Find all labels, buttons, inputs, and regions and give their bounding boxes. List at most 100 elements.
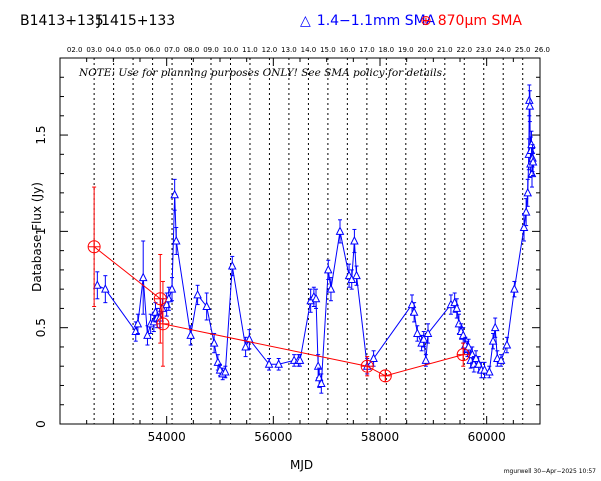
data-point-triangle (485, 366, 494, 376)
data-point-triangle (335, 226, 345, 235)
data-point-triangle (413, 328, 422, 337)
top-axis-year-label: 05.0 (125, 46, 141, 54)
data-point-triangle (138, 272, 148, 282)
top-axis-year-label: 17.0 (359, 46, 375, 54)
top-axis-year-label: 14.0 (301, 46, 317, 54)
data-point-triangle (313, 361, 323, 370)
data-point-triangle (519, 222, 529, 232)
data-point-triangle (369, 353, 378, 363)
data-point-triangle (295, 355, 305, 364)
legend-entry-1mm: △ 1.4−1.1mm SMA (300, 13, 435, 29)
data-point-triangle (221, 366, 230, 376)
data-point-triangle (193, 289, 202, 299)
data-point-triangle (421, 355, 431, 364)
legend-label-1mm: 1.4−1.1mm SMA (316, 13, 436, 29)
top-axis-year-label: 15.0 (320, 46, 336, 54)
data-point-triangle (490, 322, 500, 332)
data-point-triangle (458, 330, 468, 339)
legend-entry-870um: ⊕ 870µm SMA (420, 13, 522, 29)
top-axis-year-label: 08.0 (184, 46, 200, 54)
data-point-triangle (93, 280, 102, 289)
y-tick-label: 0 (34, 420, 48, 428)
y-tick-label: 0.5 (34, 318, 48, 337)
y-axis-label: Database Flux (Jy) (30, 182, 44, 292)
y-tick-label: 1 (34, 228, 48, 236)
data-point-triangle (527, 168, 537, 178)
data-point-triangle (171, 235, 181, 245)
data-point-triangle (350, 235, 359, 245)
triangle-marker-icon: △ (300, 13, 311, 29)
data-point-triangle (133, 318, 143, 328)
data-point-triangle (227, 260, 237, 270)
data-point-triangle (502, 339, 512, 349)
top-axis-year-label: 18.0 (379, 46, 395, 54)
top-axis-year-label: 07.0 (164, 46, 180, 54)
data-point-triangle (264, 359, 274, 368)
x-tick-label: 60000 (468, 430, 506, 444)
plot-frame (59, 57, 541, 425)
top-axis-year-label: 10.0 (223, 46, 239, 54)
top-axis-year-label: 22.0 (456, 46, 472, 54)
data-point-triangle (510, 284, 519, 293)
data-point-triangle (496, 355, 506, 364)
data-point-triangle (488, 336, 498, 345)
x-tick-label: 56000 (254, 430, 292, 444)
source-name-b1950: B1413+135 (20, 13, 104, 29)
data-point-triangle (467, 349, 477, 359)
top-axis-year-label: 20.0 (417, 46, 433, 54)
circle-plus-marker-icon: ⊕ (420, 13, 432, 29)
data-point-triangle (311, 293, 321, 303)
legend-label-870um: 870µm SMA (437, 13, 522, 29)
x-axis-label: MJD (290, 458, 314, 472)
data-point-triangle (409, 307, 419, 316)
top-axis-year-label: 06.0 (145, 46, 161, 54)
top-axis-year-label: 25.0 (515, 46, 531, 54)
top-axis-year-label: 21.0 (437, 46, 453, 54)
top-axis-year-label: 04.0 (106, 46, 122, 54)
data-point-triangle (419, 334, 429, 343)
data-point-triangle (317, 378, 326, 388)
y-tick-label: 1.5 (34, 126, 48, 145)
data-point-triangle (452, 303, 462, 312)
series-line (93, 246, 464, 377)
data-point-triangle (323, 264, 333, 274)
data-point-triangle (352, 270, 361, 280)
top-axis-year-label: 23.0 (476, 46, 492, 54)
data-point-triangle (101, 284, 110, 293)
source-name-j2000: J1415+133 (97, 13, 176, 29)
top-axis-year-label: 12.0 (262, 46, 278, 54)
credit-stamp: mgurwell 30−Apr−2025 10:57 (503, 468, 596, 475)
data-point-triangle (423, 328, 433, 337)
data-point-triangle (209, 337, 219, 347)
top-axis-year-label: 13.0 (281, 46, 297, 54)
data-point-triangle (521, 206, 531, 216)
data-point-triangle (471, 353, 481, 363)
data-point-triangle (528, 156, 538, 166)
x-tick-label: 54000 (148, 430, 186, 444)
data-point-triangle (241, 341, 250, 351)
data-point-triangle (326, 284, 336, 293)
data-point-triangle (164, 293, 174, 303)
top-axis-year-label: 16.0 (340, 46, 356, 54)
top-axis-year-label: 11.0 (242, 46, 258, 54)
top-axis-year-label: 03.0 (86, 46, 102, 54)
data-point-triangle (170, 189, 179, 199)
top-axis-year-label: 19.0 (398, 46, 414, 54)
data-point-triangle (523, 187, 533, 197)
top-axis-year-label: 26.0 (534, 46, 550, 54)
data-point-triangle (274, 359, 283, 368)
data-point-triangle (525, 101, 535, 110)
data-point-triangle (186, 330, 195, 339)
planning-note: NOTE: Use for planning purposes ONLY! Se… (79, 67, 446, 79)
x-tick-label: 58000 (361, 430, 399, 444)
top-axis-year-label: 09.0 (203, 46, 219, 54)
data-point-triangle (474, 359, 483, 368)
top-axis-year-label: 24.0 (495, 46, 511, 54)
top-axis-year-label: 02.0 (67, 46, 83, 54)
data-point-triangle (202, 301, 211, 310)
data-point-triangle (480, 364, 489, 374)
data-point-triangle (167, 284, 177, 293)
data-point-triangle (213, 357, 223, 366)
data-point-triangle (143, 330, 152, 339)
